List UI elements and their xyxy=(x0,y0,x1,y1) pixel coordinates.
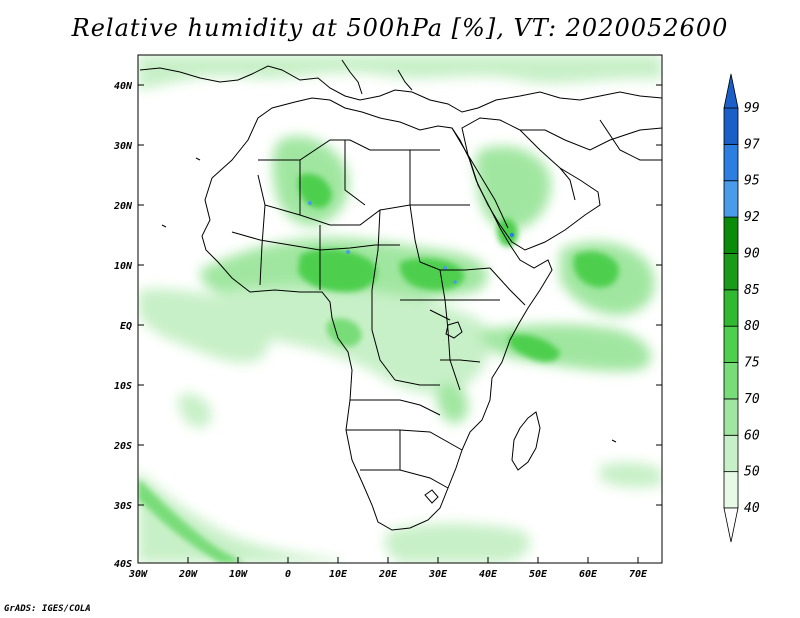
plot-frame xyxy=(137,54,663,564)
lon-tick-label: 60E xyxy=(579,569,598,580)
colorbar-label: 70 xyxy=(744,392,760,407)
lat-tick-label: 10S xyxy=(114,381,132,392)
lon-tick-label: 30W xyxy=(128,569,148,580)
lat-tick-label: EQ xyxy=(120,321,132,332)
lon-tick-label: 10W xyxy=(229,569,248,580)
lon-tick-label: 20W xyxy=(178,569,198,580)
colorbar-label: 40 xyxy=(744,501,760,516)
colorbar-swatch xyxy=(723,398,739,436)
lat-tick-label: 20N xyxy=(113,201,133,212)
coastlines xyxy=(139,59,662,531)
colorbar-label: 97 xyxy=(744,137,760,152)
colorbar-swatch xyxy=(723,434,739,473)
colorbar-label: 60 xyxy=(744,428,760,443)
lon-tick-label: 30E xyxy=(428,569,448,580)
colorbar-label: 99 xyxy=(744,101,760,116)
colorbar-label: 80 xyxy=(744,319,760,334)
lon-tick-label: 10E xyxy=(329,569,348,580)
colorbar-swatch xyxy=(723,362,739,400)
colorbar-label: 95 xyxy=(744,174,760,189)
lon-tick-label: 70E xyxy=(629,569,648,580)
colorbar-swatch xyxy=(723,289,739,327)
colorbar-max-arrow xyxy=(723,73,739,109)
lon-tick-label: 40E xyxy=(479,569,498,580)
colorbar-label: 50 xyxy=(744,465,760,480)
lat-tick-label: 40S xyxy=(114,559,132,570)
lat-tick-label: 30N xyxy=(113,141,133,152)
lon-tick-label: 50E xyxy=(529,569,548,580)
lat-tick-label: 10N xyxy=(114,261,133,272)
lat-tick-label: 40N xyxy=(114,81,133,92)
credit-text: GrADS: IGES/COLA xyxy=(4,604,91,614)
colorbar-label: 90 xyxy=(744,246,760,261)
lon-tick-label: 20E xyxy=(378,569,398,580)
colorbar-swatch xyxy=(723,107,739,145)
lat-tick-label: 30S xyxy=(113,501,132,512)
colorbar-swatch xyxy=(723,471,739,509)
lat-axis: 40N 30N 20N 10N EQ 10S 20S 30S 40S xyxy=(113,81,662,570)
colorbar-swatch xyxy=(723,143,739,182)
colorbar: 99 97 95 92 90 85 80 75 70 60 50 40 xyxy=(723,73,760,543)
lat-tick-label: 20S xyxy=(113,441,132,452)
colorbar-swatch xyxy=(723,216,739,254)
colorbar-min-arrow xyxy=(723,507,739,543)
chart-title: Relative humidity at 500hPa [%], VT: 202… xyxy=(71,14,729,42)
colorbar-label: 85 xyxy=(744,283,760,298)
humidity-field xyxy=(138,55,662,563)
lon-tick-label: 0 xyxy=(285,569,291,580)
colorbar-swatch xyxy=(723,325,739,363)
colorbar-swatch xyxy=(723,253,739,291)
colorbar-label: 75 xyxy=(744,356,760,371)
colorbar-swatch xyxy=(723,180,739,218)
colorbar-label: 92 xyxy=(744,210,760,225)
lon-axis: 30W 20W 10W 0 10E 20E 30E 40E 50E 60E 70… xyxy=(128,557,648,580)
